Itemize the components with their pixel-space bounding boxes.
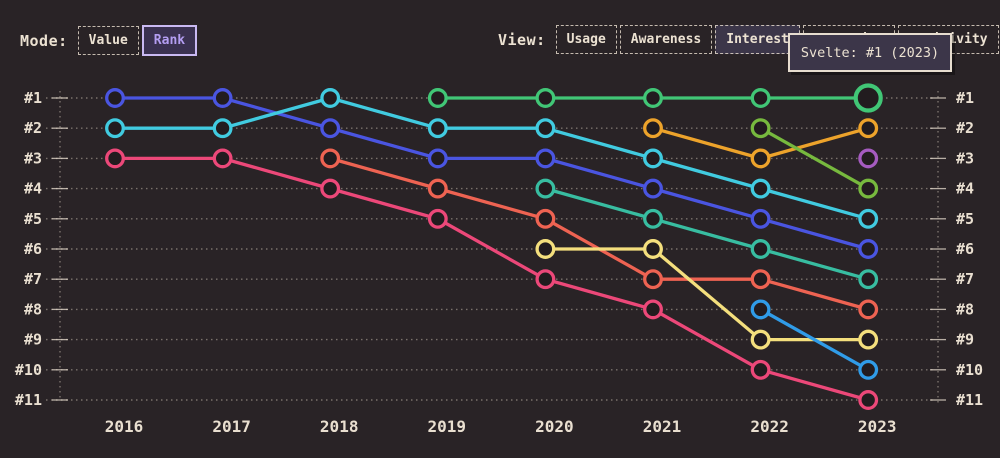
series-line-royal-blue	[115, 96, 869, 251]
data-point-sky-blue-2022[interactable]	[750, 299, 771, 320]
data-point-magenta-pink-2023[interactable]	[858, 390, 879, 410]
year-label-2017: 2017	[212, 417, 251, 436]
rank-label-right-8: #8	[956, 300, 974, 318]
data-point-teal-2022[interactable]	[750, 239, 771, 259]
year-label-2020: 2020	[535, 417, 574, 436]
view-button-awareness[interactable]: Awareness	[619, 25, 713, 54]
data-point-salmon-2022[interactable]	[750, 269, 771, 290]
data-point-royal-blue-2022[interactable]	[750, 208, 771, 229]
series-line-olive-green	[759, 126, 870, 191]
data-point-teal-2021[interactable]	[643, 208, 663, 229]
data-point-pale-yellow-2023[interactable]	[858, 329, 879, 350]
series-line-teal	[544, 187, 869, 281]
data-point-cyan-2020[interactable]	[535, 118, 556, 139]
mode-button-rank[interactable]: Rank	[141, 25, 198, 56]
rank-label-right-9: #9	[956, 331, 974, 349]
year-label-2019: 2019	[428, 417, 467, 436]
mode-toggle: Mode: Value Rank	[20, 25, 198, 56]
data-point-teal-2023[interactable]	[858, 269, 879, 290]
data-point-olive-green-2023[interactable]	[858, 178, 879, 199]
data-point-magenta-pink-2021[interactable]	[643, 299, 663, 320]
rank-label-right-6: #6	[956, 240, 974, 258]
data-point-cyan-2019[interactable]	[427, 118, 448, 139]
data-point-salmon-2020[interactable]	[535, 208, 556, 229]
tooltip-text: Svelte: #1 (2023)	[800, 44, 940, 61]
data-point-cyan-2022[interactable]	[750, 178, 771, 199]
data-point-sky-blue-2023[interactable]	[858, 359, 879, 380]
data-point-magenta-pink-2022[interactable]	[750, 359, 771, 380]
rank-label-right-1: #1	[956, 89, 974, 107]
rank-label-right-4: #4	[956, 180, 974, 198]
data-point-royal-blue-2023[interactable]	[858, 239, 879, 259]
view-button-usage[interactable]: Usage	[555, 25, 617, 54]
series-line-salmon	[329, 156, 869, 311]
rank-label-left-10: #10	[15, 361, 42, 379]
data-point-salmon-2021[interactable]	[643, 269, 663, 290]
rank-label-left-7: #7	[24, 270, 42, 288]
rank-label-left-11: #11	[15, 391, 42, 409]
data-point-orange-2022[interactable]	[750, 148, 771, 169]
view-label: View:	[498, 30, 546, 49]
data-point-orange-2021[interactable]	[643, 118, 663, 139]
rank-label-left-4: #4	[24, 180, 42, 198]
year-label-2016: 2016	[105, 417, 144, 436]
data-point-magenta-pink-2020[interactable]	[535, 269, 556, 290]
data-point-svelte-green-2019[interactable]	[427, 88, 448, 108]
data-point-svelte-green-2021[interactable]	[643, 88, 663, 108]
data-point-olive-green-2022[interactable]	[750, 118, 771, 139]
data-point-cyan-2016[interactable]	[105, 118, 125, 139]
data-point-cyan-2017[interactable]	[212, 118, 233, 139]
data-point-royal-blue-2020[interactable]	[535, 148, 556, 169]
data-point-salmon-2019[interactable]	[427, 178, 448, 199]
data-point-teal-2020[interactable]	[535, 178, 556, 199]
rank-label-right-7: #7	[956, 270, 974, 288]
series-line-magenta-pink	[115, 156, 869, 402]
tooltip-svelte: Svelte: #1 (2023)	[788, 33, 952, 72]
mode-button-value[interactable]: Value	[77, 26, 139, 55]
rank-label-right-5: #5	[956, 210, 974, 228]
data-point-pale-yellow-2021[interactable]	[643, 239, 663, 259]
data-point-cyan-2018[interactable]	[320, 88, 341, 108]
data-point-svelte-green-2022[interactable]	[750, 88, 771, 108]
rank-label-left-1: #1	[24, 89, 42, 107]
data-point-pale-yellow-2022[interactable]	[750, 329, 771, 350]
data-point-magenta-pink-2018[interactable]	[320, 178, 341, 199]
data-point-pale-yellow-2020[interactable]	[535, 239, 556, 259]
data-point-salmon-2018[interactable]	[320, 148, 341, 169]
data-point-royal-blue-2016[interactable]	[105, 88, 125, 108]
data-point-svelte-green-2023[interactable]	[853, 83, 883, 113]
series-line-cyan	[115, 96, 869, 221]
rank-label-left-8: #8	[24, 300, 42, 318]
rank-label-left-2: #2	[24, 119, 42, 137]
data-point-cyan-2021[interactable]	[643, 148, 663, 169]
rank-label-right-2: #2	[956, 119, 974, 137]
data-point-magenta-pink-2017[interactable]	[212, 148, 233, 169]
rank-label-left-3: #3	[24, 149, 42, 167]
year-label-2022: 2022	[750, 417, 789, 436]
series-line-sky-blue	[759, 307, 870, 372]
data-point-royal-blue-2019[interactable]	[427, 148, 448, 169]
rank-label-right-10: #10	[956, 361, 983, 379]
mode-label: Mode:	[20, 31, 68, 50]
data-point-cyan-2023[interactable]	[858, 208, 879, 229]
rank-label-left-5: #5	[24, 210, 42, 228]
year-label-2023: 2023	[858, 417, 897, 436]
data-point-orange-2023[interactable]	[858, 118, 879, 139]
rank-label-right-3: #3	[956, 149, 974, 167]
data-point-svelte-green-2020[interactable]	[535, 88, 556, 108]
rank-label-right-11: #11	[956, 391, 983, 409]
data-point-purple-2023[interactable]	[858, 148, 879, 169]
data-point-salmon-2023[interactable]	[858, 299, 879, 320]
data-point-magenta-pink-2016[interactable]	[105, 148, 125, 169]
year-label-2021: 2021	[643, 417, 682, 436]
data-point-royal-blue-2017[interactable]	[212, 88, 233, 108]
data-point-royal-blue-2021[interactable]	[643, 178, 663, 199]
year-label-2018: 2018	[320, 417, 359, 436]
data-point-royal-blue-2018[interactable]	[320, 118, 341, 139]
rank-label-left-6: #6	[24, 240, 42, 258]
rank-label-left-9: #9	[24, 331, 42, 349]
data-point-magenta-pink-2019[interactable]	[427, 208, 448, 229]
